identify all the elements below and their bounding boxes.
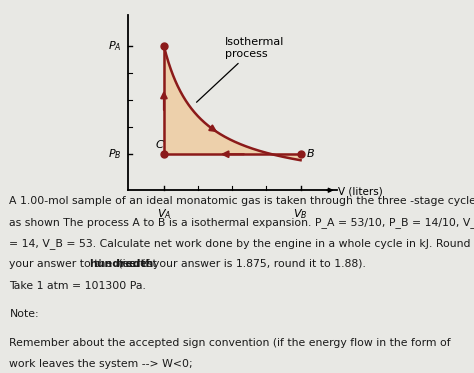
Text: as shown The process A to B is a isothermal expansion. P_A = 53/10, P_B = 14/10,: as shown The process A to B is a isother… bbox=[9, 217, 474, 228]
Text: $P_A$: $P_A$ bbox=[108, 39, 121, 53]
Text: = 14, V_B = 53. Calculate net work done by the engine in a whole cycle in kJ. Ro: = 14, V_B = 53. Calculate net work done … bbox=[9, 238, 471, 249]
Text: $V_A$: $V_A$ bbox=[157, 207, 171, 221]
Polygon shape bbox=[164, 46, 301, 160]
Text: Isothermal
process: Isothermal process bbox=[197, 37, 284, 102]
Text: V (liters): V (liters) bbox=[338, 187, 383, 197]
Text: Take 1 atm = 101300 Pa.: Take 1 atm = 101300 Pa. bbox=[9, 281, 146, 291]
Text: Remember about the accepted sign convention (if the energy flow in the form of: Remember about the accepted sign convent… bbox=[9, 338, 451, 348]
Text: Note:: Note: bbox=[9, 309, 39, 319]
Text: (i.e. if your answer is 1.875, round it to 1.88).: (i.e. if your answer is 1.875, round it … bbox=[115, 260, 366, 269]
Text: hundredth: hundredth bbox=[89, 260, 153, 269]
Text: work leaves the system --> W<0;: work leaves the system --> W<0; bbox=[9, 359, 193, 369]
Text: your answer to the nearest: your answer to the nearest bbox=[9, 260, 161, 269]
Text: A 1.00-mol sample of an ideal monatomic gas is taken through the three -stage cy: A 1.00-mol sample of an ideal monatomic … bbox=[9, 196, 474, 206]
Text: $P_B$: $P_B$ bbox=[108, 147, 121, 161]
Text: B: B bbox=[307, 149, 315, 159]
Text: $V_B$: $V_B$ bbox=[293, 207, 308, 221]
Text: C: C bbox=[156, 140, 164, 150]
